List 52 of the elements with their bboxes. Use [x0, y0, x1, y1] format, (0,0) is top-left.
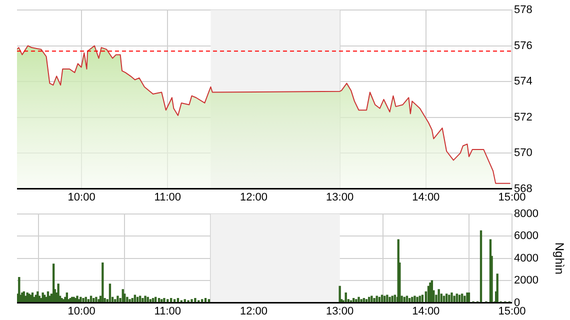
bar — [358, 296, 360, 303]
bar — [128, 299, 131, 303]
y-axis-title: Nghìn — [552, 242, 566, 274]
bar — [416, 296, 418, 303]
x-tick-label: 11:00 — [154, 191, 182, 204]
bar — [144, 296, 146, 303]
bar — [355, 299, 358, 303]
x-tick-label: 10:00 — [68, 305, 96, 318]
bar — [414, 296, 416, 303]
bar — [108, 284, 112, 303]
x-tick-label: 14:00 — [412, 305, 440, 318]
bar — [370, 296, 373, 303]
x-tick-label: 13:00 — [326, 305, 354, 318]
x-tick-label: 14:00 — [412, 191, 440, 204]
y-tick-label: 574 — [514, 76, 532, 88]
bar — [496, 274, 498, 303]
bar — [194, 298, 196, 303]
y-tick-label: 8000 — [514, 208, 538, 220]
bar — [102, 262, 104, 303]
x-tick-label: 15:00 — [498, 305, 526, 318]
x-tick-label: 10:00 — [68, 191, 96, 204]
bar — [386, 294, 388, 303]
y-tick-label: 578 — [514, 4, 532, 16]
y-tick-label: 576 — [514, 40, 532, 52]
bar — [116, 296, 119, 303]
bar — [57, 284, 60, 303]
bar — [190, 299, 193, 303]
bar — [438, 289, 440, 303]
bar — [373, 298, 376, 303]
bar — [450, 292, 453, 303]
x-tick-label: 12:00 — [240, 305, 268, 318]
y-tick-label: 570 — [514, 147, 532, 160]
x-tick-label: 12:00 — [240, 191, 268, 204]
x-tick-label: 11:00 — [154, 305, 182, 318]
bar — [80, 296, 82, 303]
y-tick-label: 2000 — [514, 274, 538, 287]
bar — [95, 296, 98, 303]
y-tick-label: 6000 — [514, 230, 538, 242]
bar — [480, 230, 482, 303]
y-tick-label: 572 — [514, 111, 532, 124]
bar — [453, 296, 456, 303]
bar — [82, 298, 84, 303]
y-tick-label: 4000 — [514, 252, 538, 264]
bar — [163, 298, 166, 303]
x-tick-label: 15:00 — [498, 191, 526, 204]
bar — [126, 296, 128, 303]
x-tick-label: 13:00 — [326, 191, 354, 204]
bar — [388, 296, 391, 303]
bar — [338, 286, 341, 303]
bar — [76, 296, 78, 303]
bar — [142, 298, 144, 303]
bar — [42, 292, 44, 303]
